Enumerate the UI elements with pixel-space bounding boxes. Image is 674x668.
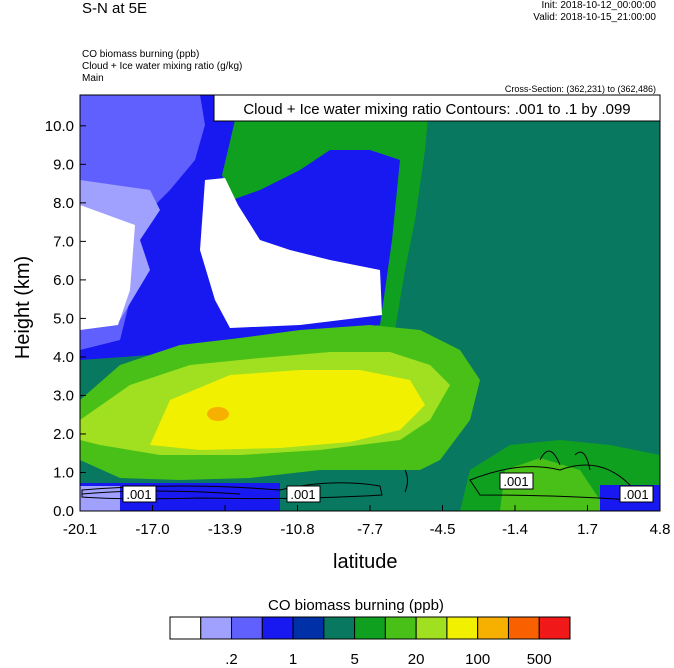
colorbar-swatch: [200, 616, 233, 640]
field-orange-core: [207, 407, 229, 421]
x-axis-label: latitude: [333, 551, 398, 573]
colorbar-label: 1: [289, 651, 297, 668]
colorbar-swatch: [261, 616, 294, 640]
colorbar-label: 500: [527, 651, 552, 668]
contour-label-box-2: [286, 485, 321, 503]
y-tick-label: 2.0: [53, 426, 74, 443]
x-tick-label: -7.7: [357, 521, 383, 538]
y-tick-label: 5.0: [53, 310, 74, 327]
y-tick-label: 6.0: [53, 272, 74, 289]
field-white-low: [80, 205, 135, 330]
colorbar-swatch: [231, 616, 263, 640]
field-yellow: [150, 370, 425, 450]
x-tick-label: -20.1: [63, 521, 97, 538]
x-tick-label: 4.8: [650, 521, 671, 538]
y-tick-label: 4.0: [53, 349, 74, 366]
colorbar: .2 1 5 20 100 500: [169, 616, 571, 668]
colorbar-swatch: [538, 616, 571, 640]
colorbar-swatch: [354, 616, 386, 640]
init-time: Init: 2018-10-12_00:00:00: [541, 0, 656, 11]
contour-info: Cloud + Ice water mixing ratio Contours:…: [243, 101, 630, 118]
valid-time: Valid: 2018-10-15_21:00:00: [533, 12, 656, 23]
cloud-contours: [81, 450, 631, 501]
colorbar-swatch: [446, 616, 479, 640]
contour-label: .001: [290, 487, 315, 502]
x-tick-label: -4.5: [430, 521, 456, 538]
colorbar-title: CO biomass burning (ppb): [268, 597, 444, 614]
colorbar-swatch: [292, 616, 325, 640]
colorbar-swatch: [169, 616, 202, 640]
contour-info-box: [213, 94, 661, 122]
colorbar-label: .2: [225, 651, 238, 668]
y-axis: 0.0 1.0 2.0 3.0 4.0 5.0 6.0 7.0 8.0 9.0 10.0: [45, 118, 86, 520]
y-tick-label: 0.0: [53, 503, 74, 520]
x-tick-label: -10.8: [280, 521, 314, 538]
colorbar-swatch: [415, 616, 448, 640]
x-tick-label: -17.0: [135, 521, 169, 538]
variable-label-cloud: Cloud + Ice water mixing ratio (g/kg): [82, 61, 243, 72]
colorbar-label: 100: [465, 651, 490, 668]
y-tick-label: 3.0: [53, 387, 74, 404]
x-axis: -20.1 -17.0 -13.9 -10.8 -7.7 -4.5 -1.4 1.7 4.8: [63, 505, 671, 538]
field-light-green-surface: [500, 458, 610, 511]
contour-label-box-1: [122, 485, 157, 503]
contour-label: .001: [126, 487, 151, 502]
heatmap-field: [80, 95, 660, 511]
x-tick-label: -1.4: [502, 521, 528, 538]
field-white-high: [200, 178, 382, 328]
contour-label-box-3: [499, 472, 534, 490]
y-tick-label: 9.0: [53, 156, 74, 173]
chart-title: S-N at 5E: [82, 0, 148, 17]
cross-section-label: Cross-Section: (362,231) to (362,486): [504, 84, 656, 94]
y-tick-label: 10.0: [45, 118, 74, 135]
contour-label: .001: [623, 487, 648, 502]
contour-label-box-4: [619, 485, 654, 503]
variable-label-co: CO biomass burning (ppb): [82, 49, 200, 60]
colorbar-swatch: [507, 616, 540, 640]
x-tick-label: -13.9: [208, 521, 242, 538]
colorbar-label: 20: [408, 651, 425, 668]
contour-label: .001: [503, 474, 528, 489]
y-tick-label: 1.0: [53, 464, 74, 481]
colorbar-label: 5: [350, 651, 358, 668]
colorbar-swatch: [323, 616, 356, 640]
colorbar-swatch: [384, 616, 417, 640]
time-info: Init: 2018-10-12_00:00:00 Valid: 2018-10…: [533, 0, 656, 24]
domain-label: Main: [82, 73, 104, 84]
y-tick-label: 8.0: [53, 195, 74, 212]
y-tick-label: 7.0: [53, 233, 74, 250]
x-tick-label: 1.7: [577, 521, 598, 538]
y-axis-label: Height (km): [12, 255, 35, 360]
colorbar-swatch: [477, 616, 509, 640]
